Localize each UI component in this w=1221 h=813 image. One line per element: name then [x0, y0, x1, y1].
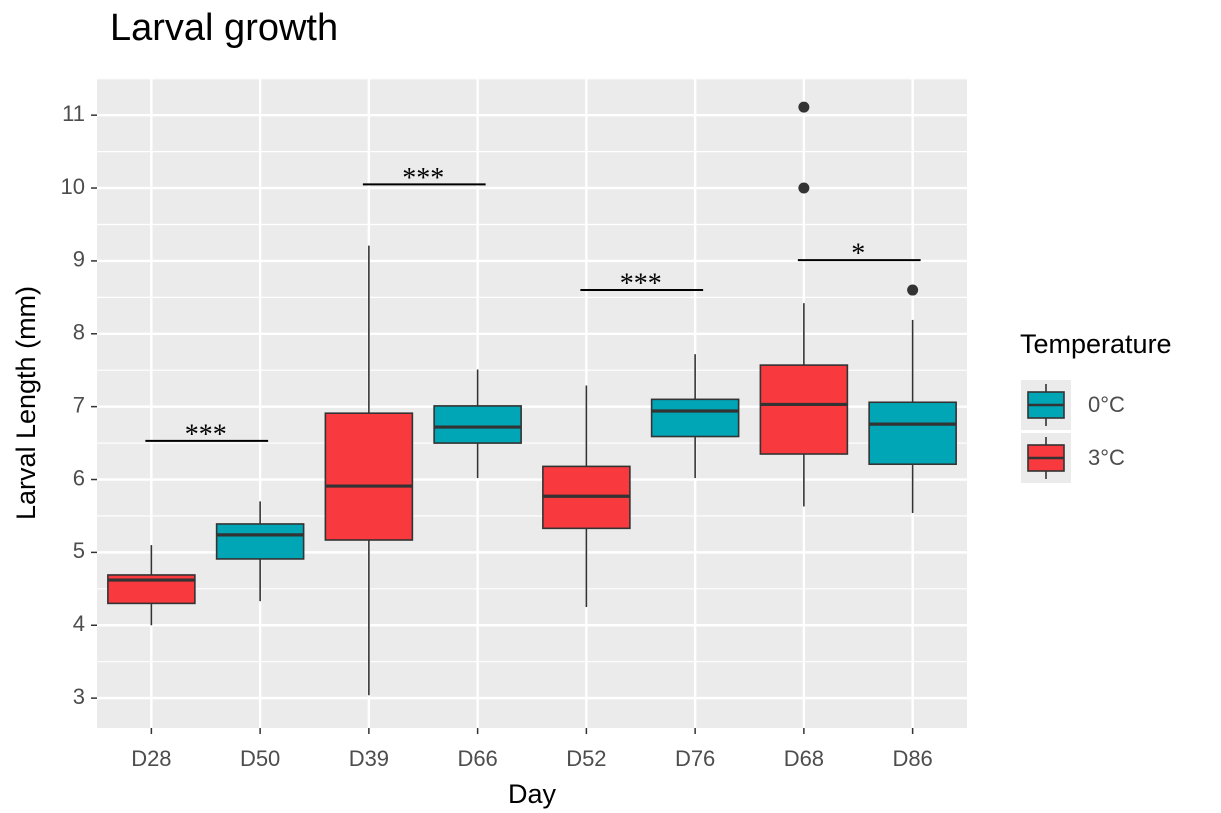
chart-title: Larval growth [110, 7, 338, 49]
y-tick-label: 9 [73, 247, 85, 272]
x-axis-title: Day [508, 779, 557, 809]
box [650, 398, 740, 438]
y-tick-label: 7 [73, 392, 85, 417]
box [759, 364, 849, 455]
outlier [798, 182, 810, 194]
legend-label: 3°C [1088, 445, 1125, 470]
x-tick-label: D76 [675, 746, 715, 771]
x-tick-label: D28 [131, 746, 171, 771]
x-tick-label: D50 [240, 746, 280, 771]
outlier [798, 101, 810, 113]
box [433, 405, 522, 444]
y-tick-label: 6 [73, 465, 85, 490]
significance-label: * [851, 239, 865, 270]
significance-label: *** [620, 268, 662, 299]
outlier [907, 284, 919, 296]
box [215, 523, 305, 560]
x-tick-label: D52 [566, 746, 606, 771]
box [868, 401, 957, 466]
legend-label: 0°C [1088, 392, 1125, 417]
y-tick-label: 4 [73, 611, 85, 636]
x-tick-label: D39 [349, 746, 389, 771]
x-tick-label: D66 [457, 746, 497, 771]
x-tick-label: D86 [892, 746, 932, 771]
y-tick-label: 10 [61, 174, 85, 199]
y-axis-title: Larval Length (mm) [11, 286, 41, 520]
x-tick-label: D68 [784, 746, 824, 771]
significance-label: *** [185, 419, 227, 450]
legend-title: Temperature [1020, 329, 1172, 359]
y-tick-label: 8 [73, 320, 85, 345]
y-tick-label: 11 [62, 101, 85, 126]
box [324, 412, 414, 541]
y-tick-label: 5 [73, 538, 85, 563]
y-tick-label: 3 [73, 684, 85, 709]
significance-label: *** [402, 163, 444, 194]
